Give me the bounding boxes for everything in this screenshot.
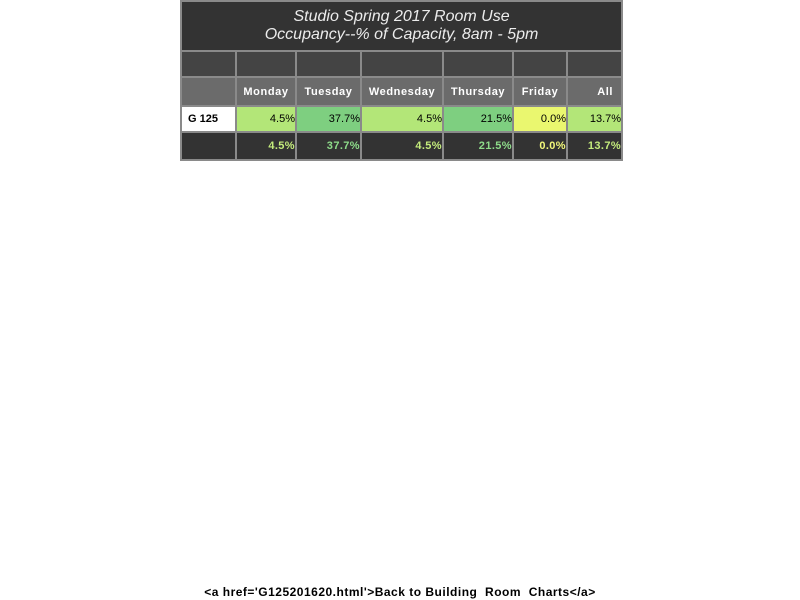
room-label: G 125 xyxy=(180,105,237,133)
header-thursday: Thursday xyxy=(442,76,514,107)
total-thursday: 21.5% xyxy=(442,131,514,161)
total-friday: 0.0% xyxy=(512,131,568,161)
value-thursday: 21.5% xyxy=(442,105,514,133)
spacer-cell xyxy=(295,50,362,78)
total-all: 13.7% xyxy=(565,131,624,161)
total-monday: 4.5% xyxy=(235,131,297,161)
header-all: All xyxy=(565,76,624,107)
table-title: Studio Spring 2017 Room Use Occupancy--%… xyxy=(179,0,624,52)
table-row: G 125 4.5% 37.7% 4.5% 21.5% 0.0% 13.7% xyxy=(180,105,624,133)
value-monday: 4.5% xyxy=(235,105,297,133)
header-row: Monday Tuesday Wednesday Thursday Friday… xyxy=(180,76,624,107)
header-tuesday: Tuesday xyxy=(295,76,362,107)
spacer-cell xyxy=(235,50,297,78)
occupancy-table: Studio Spring 2017 Room Use Occupancy--%… xyxy=(179,0,624,161)
value-all: 13.7% xyxy=(565,105,624,133)
spacer-cell xyxy=(360,50,444,78)
totals-row: 4.5% 37.7% 4.5% 21.5% 0.0% 13.7% xyxy=(180,131,624,161)
spacer-cell xyxy=(565,50,624,78)
spacer-cell xyxy=(180,50,237,78)
value-tuesday: 37.7% xyxy=(295,105,362,133)
header-wednesday: Wednesday xyxy=(360,76,444,107)
spacer-row xyxy=(180,50,624,78)
total-tuesday: 37.7% xyxy=(295,131,362,161)
spacer-cell xyxy=(442,50,514,78)
table-title-line1: Studio Spring 2017 Room Use xyxy=(293,8,510,25)
totals-label-cell xyxy=(180,131,237,161)
header-corner-cell xyxy=(180,76,237,107)
value-friday: 0.0% xyxy=(512,105,568,133)
back-to-building-charts-link[interactable]: <a href='G125201620.html'>Back to Buildi… xyxy=(204,585,596,599)
header-friday: Friday xyxy=(512,76,568,107)
header-monday: Monday xyxy=(235,76,297,107)
spacer-cell xyxy=(512,50,568,78)
total-wednesday: 4.5% xyxy=(360,131,444,161)
table-title-line2: Occupancy--% of Capacity, 8am - 5pm xyxy=(264,26,539,43)
title-row: Studio Spring 2017 Room Use Occupancy--%… xyxy=(179,0,624,52)
value-wednesday: 4.5% xyxy=(360,105,444,133)
